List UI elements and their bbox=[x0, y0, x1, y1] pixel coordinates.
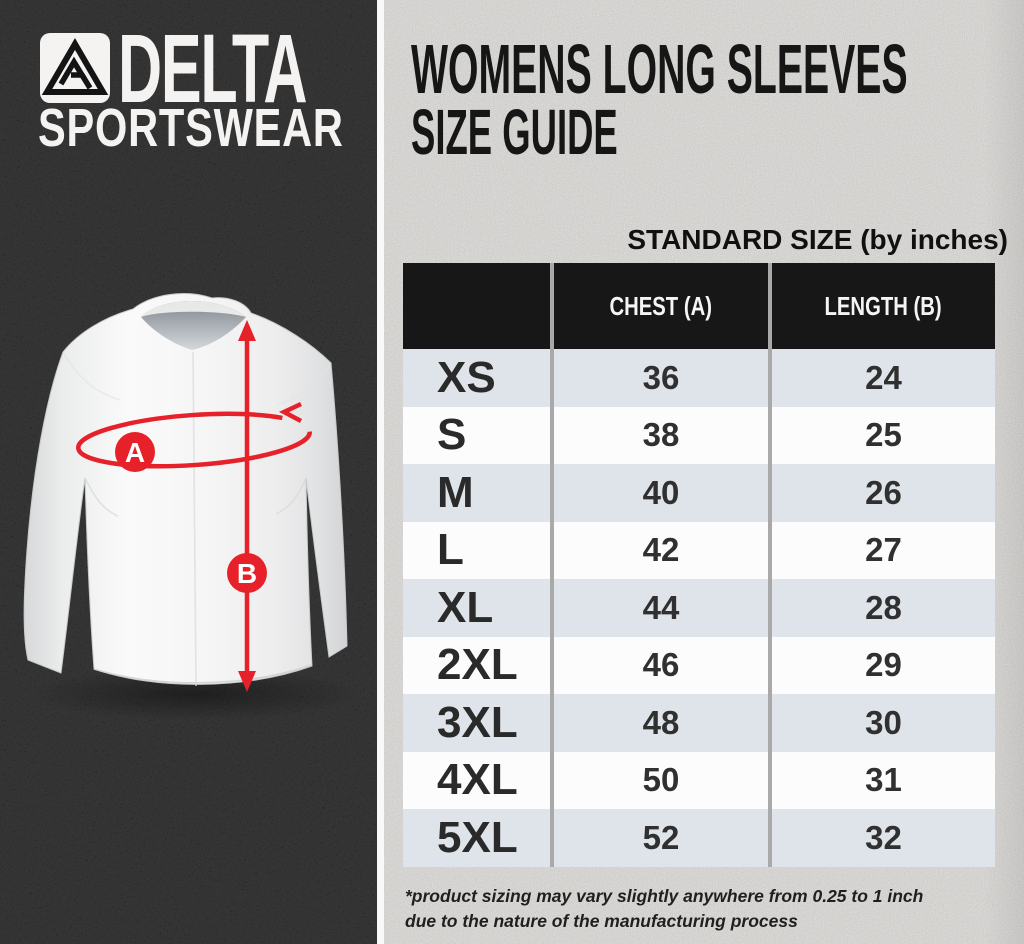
sizing-disclaimer: *product sizing may vary slightly anywhe… bbox=[405, 884, 923, 933]
disclaimer-line-2: due to the nature of the manufacturing p… bbox=[405, 910, 798, 931]
chest-value: 40 bbox=[554, 464, 768, 522]
column-separator bbox=[768, 263, 772, 867]
marker-a-label: A bbox=[125, 437, 145, 468]
marker-b-badge bbox=[227, 553, 267, 593]
size-label: L bbox=[403, 521, 550, 579]
size-label: 4XL bbox=[403, 751, 550, 809]
length-arrow-bottom bbox=[238, 671, 256, 692]
brand-subname: SPORTSWEAR bbox=[38, 98, 344, 158]
size-label: 3XL bbox=[403, 694, 550, 752]
marker-b-label: B bbox=[237, 558, 257, 589]
header-cell-size bbox=[403, 263, 550, 349]
length-column-label: LENGTH (B) bbox=[824, 290, 943, 321]
shirt-measurement-diagram: A B bbox=[23, 293, 361, 720]
size-label: 5XL bbox=[403, 809, 550, 867]
delta-logo-icon bbox=[40, 33, 110, 103]
size-label: XS bbox=[403, 349, 550, 407]
page-subtitle: SIZE GUIDE bbox=[411, 96, 618, 168]
disclaimer-line-1: *product sizing may vary slightly anywhe… bbox=[405, 886, 924, 906]
chest-value: 36 bbox=[554, 349, 768, 407]
chest-value: 50 bbox=[554, 751, 768, 809]
chest-measure-arrowhead bbox=[278, 401, 303, 423]
brand-panel: DELTA SPORTSWEAR bbox=[0, 0, 377, 944]
header-cell-length: LENGTH (B) bbox=[772, 263, 995, 349]
chest-value: 38 bbox=[554, 406, 768, 464]
length-value: 26 bbox=[772, 464, 995, 522]
size-label: M bbox=[403, 464, 550, 522]
brand-name: DELTA bbox=[118, 14, 308, 123]
length-value: 25 bbox=[772, 406, 995, 464]
size-chart-heading: STANDARD SIZE (by inches) bbox=[627, 224, 1008, 255]
panel-divider bbox=[377, 0, 384, 944]
page-title: WOMENS LONG SLEEVES bbox=[411, 30, 908, 108]
shirt-collar bbox=[141, 301, 246, 350]
size-label: S bbox=[403, 406, 550, 464]
marker-a-badge bbox=[115, 432, 155, 472]
length-value: 32 bbox=[772, 809, 995, 867]
shirt-shadow bbox=[31, 668, 361, 720]
length-value: 29 bbox=[772, 636, 995, 694]
size-label: 2XL bbox=[403, 636, 550, 694]
chest-column-label: CHEST (A) bbox=[609, 290, 713, 321]
length-value: 28 bbox=[772, 579, 995, 637]
header-cell-chest: CHEST (A) bbox=[554, 263, 768, 349]
size-label: XL bbox=[403, 579, 550, 637]
chest-measure-ellipse bbox=[76, 411, 312, 469]
length-value: 30 bbox=[772, 694, 995, 752]
size-table: CHEST (A) LENGTH (B) XS 36 24 S 38 25 M 40 26 L 42… bbox=[403, 263, 995, 867]
length-arrow-top bbox=[238, 320, 256, 341]
shirt-body bbox=[23, 293, 348, 685]
column-separator bbox=[550, 263, 554, 867]
chest-value: 48 bbox=[554, 694, 768, 752]
chest-value: 42 bbox=[554, 521, 768, 579]
chest-value: 52 bbox=[554, 809, 768, 867]
chest-value: 44 bbox=[554, 579, 768, 637]
length-value: 31 bbox=[772, 751, 995, 809]
measurement-annotations: A B bbox=[76, 320, 312, 692]
length-value: 27 bbox=[772, 521, 995, 579]
length-value: 24 bbox=[772, 349, 995, 407]
chest-value: 46 bbox=[554, 636, 768, 694]
